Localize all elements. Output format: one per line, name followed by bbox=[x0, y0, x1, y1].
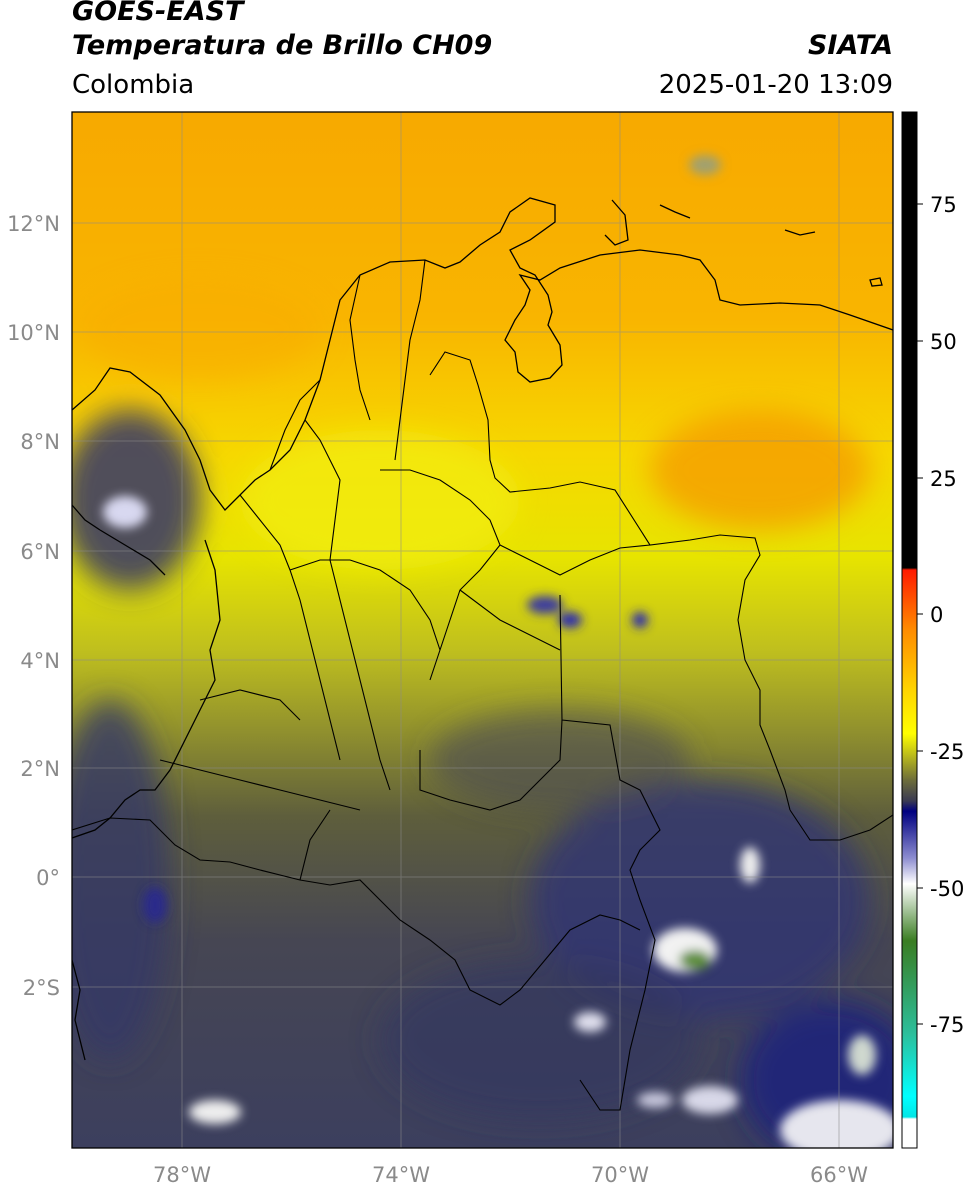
colorbar-tick: 0 bbox=[930, 603, 943, 627]
colorbar-tick: 25 bbox=[930, 467, 957, 491]
agency-label: SIATA bbox=[807, 30, 893, 61]
lon-label: 74°W bbox=[372, 1163, 430, 1187]
lat-label: 2°S bbox=[23, 976, 60, 1000]
longitude-labels: 78°W 74°W 70°W 66°W bbox=[153, 1163, 868, 1187]
lat-label: 6°N bbox=[20, 540, 60, 564]
region-label: Colombia bbox=[72, 70, 195, 100]
lat-label: 4°N bbox=[20, 649, 60, 673]
colorbar-scale bbox=[901, 111, 918, 1149]
lon-label: 66°W bbox=[810, 1163, 868, 1187]
colorbar-tick: -75 bbox=[930, 1013, 964, 1037]
lat-label: 12°N bbox=[7, 212, 60, 236]
colorbar: 75 50 25 0 -25 -50 -75 bbox=[901, 111, 964, 1149]
lat-label: 10°N bbox=[7, 321, 60, 345]
lat-label: 0° bbox=[36, 866, 60, 890]
graticule bbox=[72, 112, 893, 1148]
latitude-labels: 12°N 10°N 8°N 6°N 4°N 2°N 0° 2°S bbox=[7, 212, 60, 1000]
borders bbox=[72, 259, 893, 1111]
colorbar-tick: -50 bbox=[930, 877, 964, 901]
map-frame bbox=[71, 111, 894, 1149]
lon-label: 78°W bbox=[153, 1163, 211, 1187]
coastlines bbox=[72, 197, 893, 1061]
colorbar-tick: -25 bbox=[930, 740, 964, 764]
lat-label: 2°N bbox=[20, 757, 60, 781]
lon-label: 70°W bbox=[591, 1163, 649, 1187]
colorbar-tick: 75 bbox=[930, 193, 957, 217]
colorbar-tick: 50 bbox=[930, 330, 957, 354]
lat-label: 8°N bbox=[20, 430, 60, 454]
timestamp-label: 2025-01-20 13:09 bbox=[658, 70, 893, 100]
product-title: Temperatura de Brillo CH09 bbox=[72, 30, 493, 61]
brightness-temperature-field bbox=[72, 112, 893, 1148]
satellite-title: GOES-EAST bbox=[72, 0, 244, 27]
